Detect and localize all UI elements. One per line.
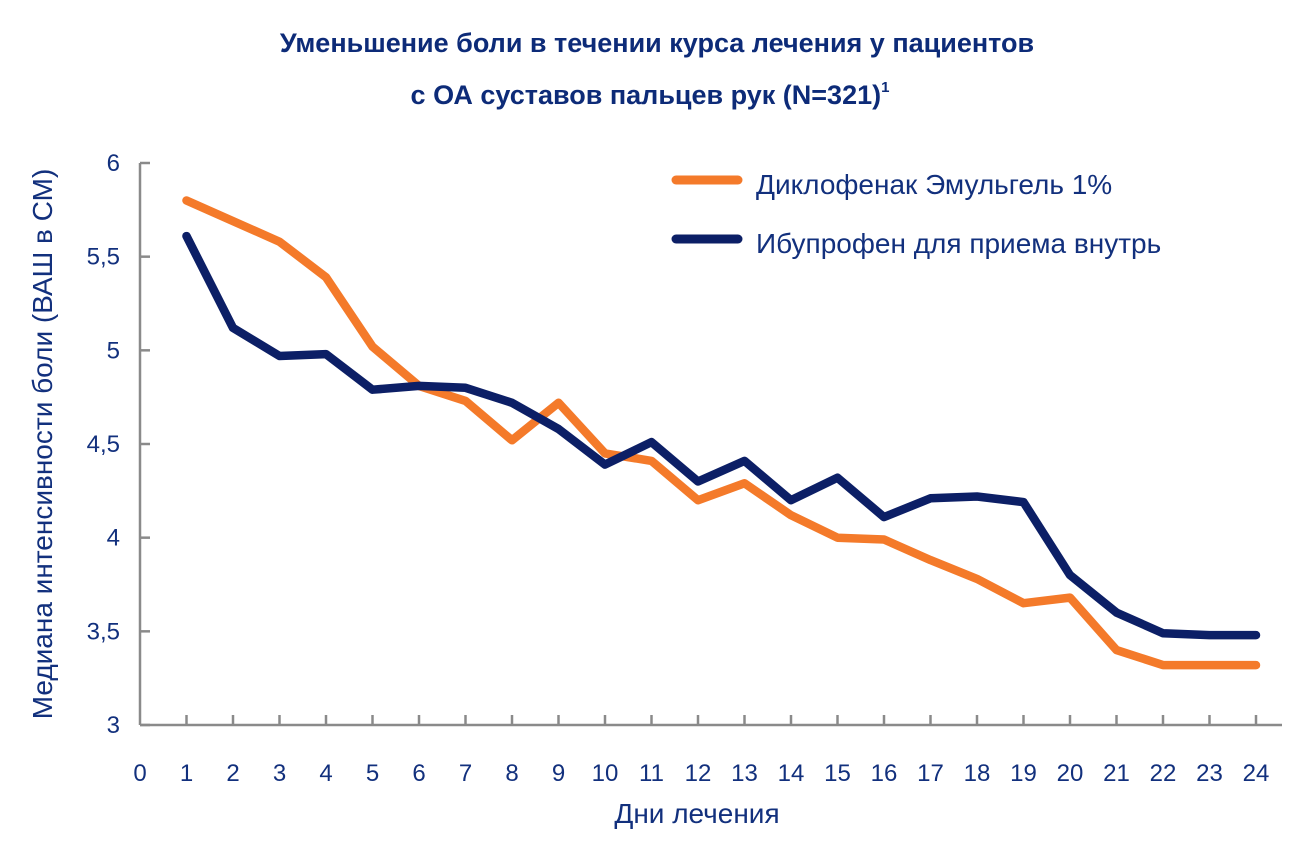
x-tick-label: 19 <box>1010 760 1037 787</box>
x-tick-label: 16 <box>871 760 898 787</box>
x-ticks: 0 1 2 3 4 5 6 7 8 9 10 11 12 13 14 15 16 17 18 19 20 21 22 23 24 <box>133 715 1269 787</box>
x-tick-label: 6 <box>412 760 425 787</box>
y-ticks: 3 3,5 4 4,5 5 5,5 6 <box>87 150 150 739</box>
x-tick-label: 12 <box>685 760 712 787</box>
x-tick-label: 24 <box>1243 760 1270 787</box>
x-tick-label: 23 <box>1196 760 1223 787</box>
x-tick-label: 1 <box>180 760 193 787</box>
x-tick-label: 8 <box>505 760 518 787</box>
x-tick-label: 2 <box>226 760 239 787</box>
chart-title-line1: Уменьшение боли в течении курса лечения … <box>280 28 1034 58</box>
y-tick-label: 4,5 <box>87 431 120 458</box>
y-tick-label: 5,5 <box>87 244 120 271</box>
x-tick-label: 18 <box>964 760 991 787</box>
y-tick-label: 3,5 <box>87 618 120 645</box>
series-line-diclofenac <box>182 196 1261 670</box>
chart-title-superscript: 1 <box>881 79 889 96</box>
y-tick-label: 4 <box>107 525 120 552</box>
x-tick-label: 10 <box>592 760 619 787</box>
chart-title-line2: с ОА суставов пальцев рук (N=321)1 <box>411 79 890 110</box>
x-tick-label: 22 <box>1150 760 1177 787</box>
x-tick-label: 14 <box>778 760 805 787</box>
x-tick-label: 21 <box>1103 760 1130 787</box>
x-tick-label: 17 <box>917 760 944 787</box>
legend: Диклофенак Эмульгель 1% Ибупрофен для пр… <box>671 169 1161 259</box>
x-tick-label: 4 <box>319 760 332 787</box>
x-tick-label: 11 <box>639 760 664 787</box>
y-tick-label: 6 <box>107 150 120 177</box>
y-tick-label: 5 <box>107 337 120 364</box>
x-tick-label: 15 <box>824 760 851 787</box>
chart-title-line2-text: с ОА суставов пальцев рук (N=321) <box>411 80 882 110</box>
legend-label-ibuprofen: Ибупрофен для приема внутрь <box>756 228 1161 259</box>
y-tick-label: 3 <box>107 712 120 739</box>
x-tick-label: 5 <box>366 760 379 787</box>
x-tick-label: 9 <box>552 760 565 787</box>
x-tick-label: 13 <box>731 760 758 787</box>
y-axis-label: Медиана интенсивности боли (ВАШ в СМ) <box>27 169 58 720</box>
x-axis-label: Дни лечения <box>614 798 779 829</box>
series-line-ibuprofen <box>182 231 1261 640</box>
legend-label-diclofenac: Диклофенак Эмульгель 1% <box>756 169 1112 200</box>
x-tick-label: 7 <box>459 760 472 787</box>
series-group <box>182 196 1261 670</box>
x-tick-label: 20 <box>1057 760 1084 787</box>
x-tick-label: 3 <box>273 760 286 787</box>
x-tick-label: 0 <box>133 760 146 787</box>
